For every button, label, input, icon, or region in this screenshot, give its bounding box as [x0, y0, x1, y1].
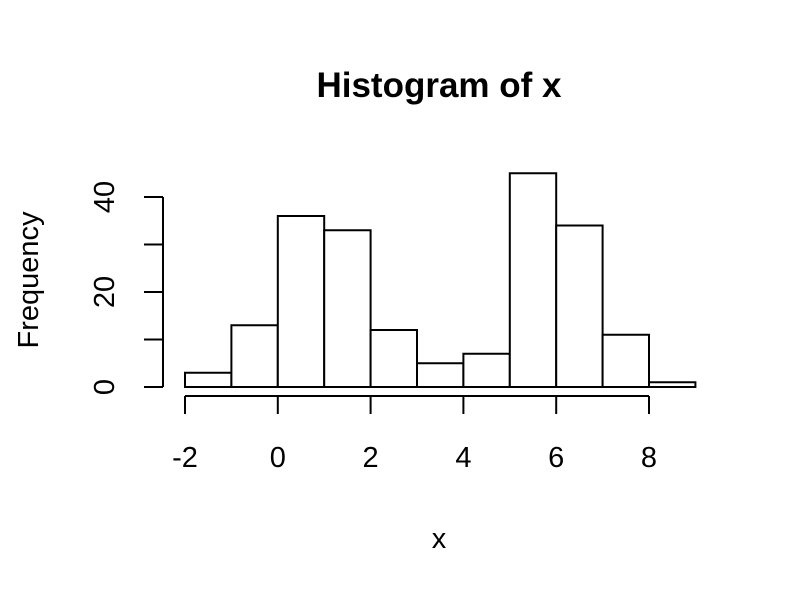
- x-tick-label: -2: [172, 442, 198, 474]
- y-tick-label: 40: [89, 181, 121, 213]
- histogram-bar: [276, 215, 326, 388]
- bars-group: [184, 172, 697, 388]
- histogram-bar: [555, 224, 604, 388]
- x-tick-label: 4: [455, 442, 471, 474]
- y-tick-label: 0: [89, 379, 121, 395]
- histogram-bar: [369, 329, 419, 388]
- histogram-bar: [323, 229, 372, 388]
- histogram-bar: [184, 371, 233, 388]
- x-axis-label: x: [432, 523, 447, 555]
- x-axis: -2 0 2 4 6 8: [172, 395, 657, 474]
- histogram-bar: [462, 352, 511, 388]
- x-tick-label: 6: [548, 442, 564, 474]
- histogram-bar: [648, 381, 697, 388]
- y-axis: 0 20 40: [89, 181, 164, 395]
- histogram-bar: [508, 172, 558, 388]
- x-tick-label: 8: [641, 442, 657, 474]
- histogram-bar: [416, 362, 465, 388]
- x-tick-label: 2: [363, 442, 379, 474]
- chart-title: Histogram of x: [316, 66, 562, 105]
- y-axis-label: Frequency: [13, 211, 45, 349]
- histogram-bar: [230, 324, 279, 388]
- x-tick-label: 0: [270, 442, 286, 474]
- y-tick-label: 20: [89, 276, 121, 308]
- histogram-bar: [601, 333, 650, 388]
